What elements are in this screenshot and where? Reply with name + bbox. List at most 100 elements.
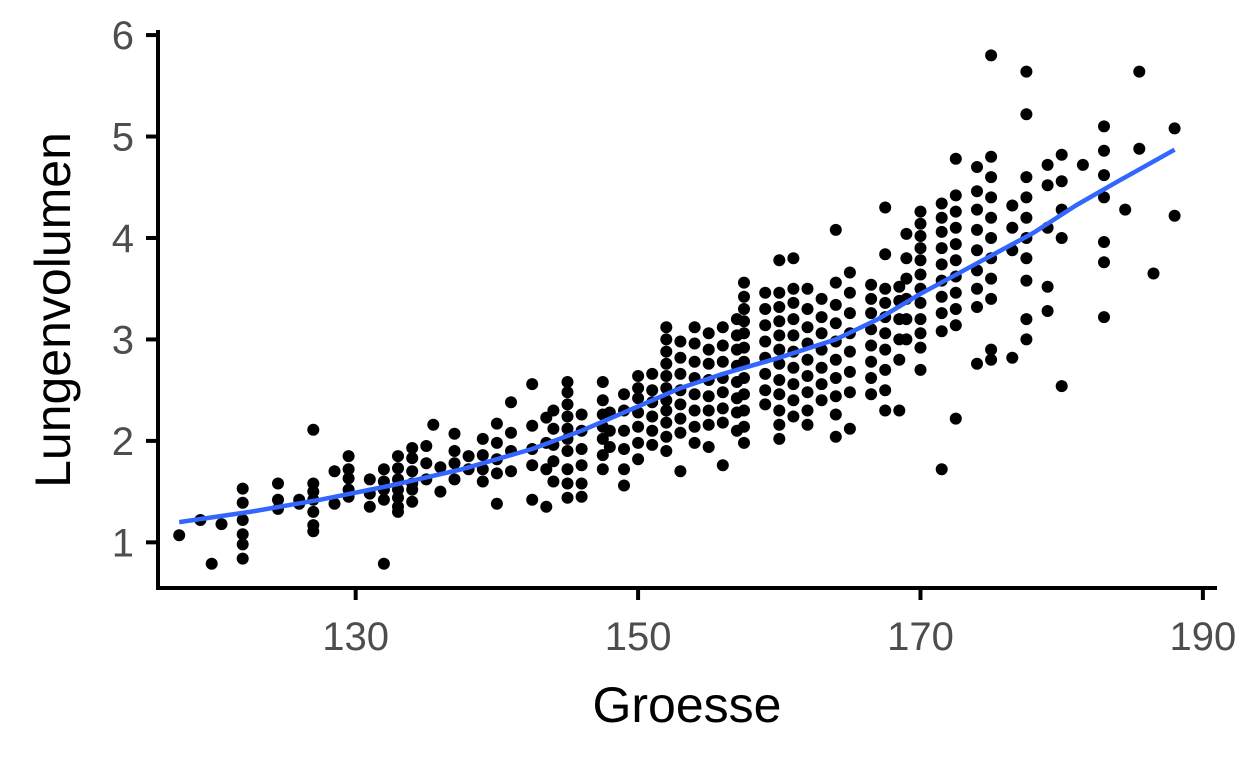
data-point xyxy=(935,197,948,210)
data-point xyxy=(829,223,842,236)
data-point xyxy=(1006,199,1019,212)
data-point xyxy=(540,500,553,513)
data-point xyxy=(1168,122,1181,135)
data-point xyxy=(1020,108,1033,121)
data-point xyxy=(971,301,983,313)
data-point xyxy=(773,418,786,431)
data-point xyxy=(688,420,701,433)
data-point xyxy=(618,388,630,401)
data-point xyxy=(674,465,687,478)
data-point xyxy=(949,286,962,299)
data-point xyxy=(561,491,574,504)
data-point xyxy=(1055,148,1068,161)
y-tick-label: 1 xyxy=(112,521,134,565)
data-point xyxy=(448,457,461,470)
data-point xyxy=(829,298,842,311)
data-point xyxy=(971,223,983,236)
data-point xyxy=(688,436,701,449)
data-point xyxy=(865,307,878,320)
data-point xyxy=(561,463,574,476)
data-point xyxy=(759,319,772,332)
data-point xyxy=(505,426,517,439)
data-point xyxy=(575,408,588,421)
data-point xyxy=(377,493,390,506)
y-tick-label: 5 xyxy=(112,116,134,160)
data-point xyxy=(660,321,673,334)
data-point xyxy=(674,426,687,439)
data-point xyxy=(603,441,616,453)
data-point xyxy=(342,463,355,476)
data-point xyxy=(914,230,927,242)
data-point xyxy=(660,416,673,429)
data-point xyxy=(377,463,390,476)
data-point xyxy=(420,457,433,470)
data-point xyxy=(342,450,355,463)
data-point xyxy=(773,388,786,401)
data-point xyxy=(949,221,962,234)
data-point xyxy=(660,404,673,417)
data-point xyxy=(674,335,687,348)
data-point xyxy=(985,171,998,184)
data-point xyxy=(1006,351,1019,364)
data-point xyxy=(843,422,856,435)
data-point xyxy=(914,217,927,230)
data-point xyxy=(646,424,659,437)
data-point xyxy=(879,282,892,295)
data-point xyxy=(1133,65,1146,78)
data-point xyxy=(773,301,786,313)
data-point xyxy=(900,272,913,285)
data-point xyxy=(377,557,390,570)
data-point xyxy=(815,327,828,340)
data-point xyxy=(1006,221,1019,234)
data-point xyxy=(342,472,355,485)
data-point xyxy=(596,449,609,462)
data-point xyxy=(688,321,701,334)
data-point xyxy=(575,477,588,490)
data-point xyxy=(406,442,419,454)
data-point xyxy=(1055,380,1068,393)
data-point xyxy=(272,493,284,506)
data-point xyxy=(900,252,913,265)
data-point xyxy=(660,333,673,346)
data-point xyxy=(914,327,927,340)
data-point xyxy=(971,161,983,173)
data-point xyxy=(865,388,878,401)
data-point xyxy=(738,388,750,401)
data-point xyxy=(1041,280,1054,293)
data-point xyxy=(879,248,892,261)
x-axis-ticks: 130 150 170 190 xyxy=(322,588,1236,659)
data-point xyxy=(547,455,560,468)
data-point xyxy=(596,463,609,476)
data-point xyxy=(632,370,645,382)
data-point xyxy=(575,490,588,503)
data-point xyxy=(865,278,878,291)
data-point xyxy=(985,150,998,163)
data-point xyxy=(801,370,814,382)
data-point xyxy=(843,365,856,378)
data-point xyxy=(971,357,983,370)
data-point xyxy=(1098,169,1110,182)
data-point xyxy=(787,378,800,391)
data-point xyxy=(949,238,962,251)
data-point xyxy=(971,282,983,295)
data-point xyxy=(935,290,948,303)
trend-line xyxy=(178,147,1176,525)
data-point xyxy=(646,384,659,397)
data-point xyxy=(688,388,701,401)
data-point xyxy=(787,361,800,374)
data-point xyxy=(596,376,609,388)
data-point xyxy=(985,211,998,224)
data-point xyxy=(1041,305,1054,317)
data-point xyxy=(949,205,962,218)
x-tick-label: 130 xyxy=(322,615,389,659)
data-point xyxy=(949,412,962,425)
data-point xyxy=(935,307,948,320)
data-point xyxy=(829,372,842,384)
data-point xyxy=(674,412,687,425)
data-point xyxy=(406,465,419,478)
data-point xyxy=(935,242,948,255)
y-axis-title: Lungenvolumen xyxy=(25,132,81,488)
data-point xyxy=(971,244,983,257)
data-point xyxy=(688,355,701,368)
